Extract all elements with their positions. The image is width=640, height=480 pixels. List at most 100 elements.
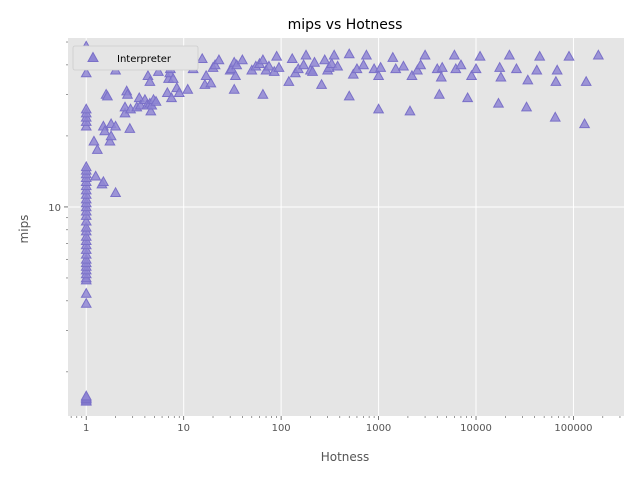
legend-box (72, 45, 199, 71)
data-point (510, 62, 523, 74)
data-point (578, 118, 591, 129)
data-point (347, 68, 359, 79)
data-point (297, 59, 310, 70)
data-point (360, 49, 373, 60)
data-point (257, 88, 269, 99)
data-point (474, 50, 486, 61)
data-point (397, 60, 410, 71)
chart-title: mips vs Hotness (288, 17, 403, 33)
data-point (104, 135, 116, 146)
data-point (448, 49, 461, 60)
data-point (300, 49, 312, 60)
data-point (196, 52, 208, 64)
data-point (152, 65, 165, 76)
data-point (551, 64, 563, 75)
x-axis-label: Hotness (321, 450, 370, 464)
data-point (470, 62, 482, 74)
x-tick-label: 100 (272, 423, 291, 434)
data-point (520, 101, 533, 112)
data-point (492, 97, 505, 108)
grid-lines (68, 38, 624, 416)
data-point (99, 125, 111, 136)
data-point (531, 64, 543, 75)
data-point (357, 59, 370, 70)
x-tick-label: 10000 (460, 423, 492, 434)
data-point (145, 105, 157, 116)
data-point (495, 71, 507, 82)
data-point (592, 49, 604, 60)
data-point (328, 49, 340, 60)
data-point (308, 56, 321, 67)
data-point (433, 88, 445, 99)
data-point (494, 61, 506, 72)
legend: Interpreter (72, 45, 199, 71)
data-point (411, 64, 424, 75)
data-point (263, 60, 275, 71)
data-point (419, 49, 431, 60)
data-point (404, 105, 416, 116)
data-point (80, 287, 92, 298)
plot-area (68, 38, 624, 416)
data-point (101, 90, 114, 101)
data-point (80, 230, 92, 241)
data-point (315, 78, 328, 89)
data-point (231, 59, 243, 70)
data-point (372, 103, 385, 114)
data-point (165, 92, 178, 103)
axes: 1 10 100 1000 10000 100000 10 (48, 41, 621, 434)
data-point (374, 61, 387, 72)
data-point (161, 86, 174, 98)
data-point (236, 54, 248, 65)
data-point (200, 69, 212, 81)
data-point (406, 69, 418, 81)
data-point (80, 67, 92, 78)
data-point (80, 253, 92, 264)
data-point (436, 61, 448, 72)
legend-marker-icon (87, 51, 99, 62)
data-point (88, 135, 100, 146)
data-point (80, 297, 92, 308)
data-point (80, 390, 92, 401)
data-point (205, 77, 217, 88)
y-tick-label: 10 (48, 203, 61, 214)
data-point (326, 57, 338, 68)
data-point (173, 86, 185, 98)
data-point (455, 59, 467, 70)
data-point (119, 101, 131, 112)
data-point (563, 50, 575, 61)
x-tick-label: 10 (177, 423, 190, 434)
data-point (144, 75, 156, 86)
data-point (503, 49, 516, 60)
data-point (465, 69, 478, 81)
data-point (549, 111, 561, 122)
data-point (522, 74, 534, 85)
data-points (80, 40, 604, 406)
data-point (319, 54, 331, 65)
data-point (331, 60, 344, 71)
data-point (209, 59, 221, 70)
data-point (90, 170, 102, 181)
data-point (124, 122, 136, 133)
data-point (343, 48, 355, 59)
data-point (534, 50, 546, 61)
data-point (109, 186, 122, 197)
data-point (414, 59, 427, 70)
data-point (372, 69, 385, 81)
data-point (109, 120, 122, 131)
data-point (580, 75, 592, 86)
data-point (80, 215, 92, 226)
data-point (273, 61, 285, 72)
data-point (286, 52, 298, 64)
data-point (97, 175, 110, 186)
data-point (271, 50, 283, 61)
data-point (435, 71, 447, 82)
data-point (306, 65, 319, 76)
data-point (257, 54, 269, 65)
data-point (167, 72, 179, 83)
data-point (91, 143, 103, 154)
data-point (461, 92, 474, 103)
data-point (550, 75, 562, 86)
data-point (213, 54, 225, 65)
data-point (387, 51, 399, 62)
data-point (182, 83, 194, 94)
